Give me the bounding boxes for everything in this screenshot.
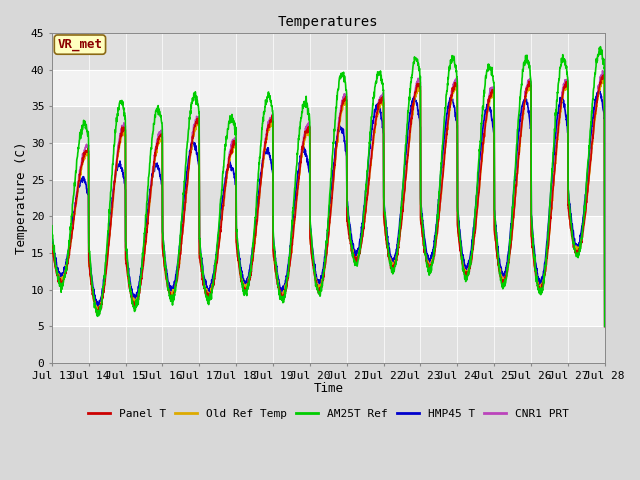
Bar: [52, 106, 605, 143]
Bar: [52, 33, 605, 70]
Bar: [52, 143, 605, 180]
Bar: [52, 253, 605, 290]
Bar: [52, 70, 605, 106]
Legend: Panel T, Old Ref Temp, AM25T Ref, HMP45 T, CNR1 PRT: Panel T, Old Ref Temp, AM25T Ref, HMP45 …: [83, 405, 573, 423]
X-axis label: Time: Time: [314, 382, 343, 395]
Bar: [52, 180, 605, 216]
Bar: [52, 290, 605, 326]
Text: VR_met: VR_met: [58, 38, 102, 51]
Bar: [52, 326, 605, 363]
Y-axis label: Temperature (C): Temperature (C): [15, 142, 28, 254]
Title: Temperatures: Temperatures: [278, 15, 379, 29]
Bar: [52, 216, 605, 253]
